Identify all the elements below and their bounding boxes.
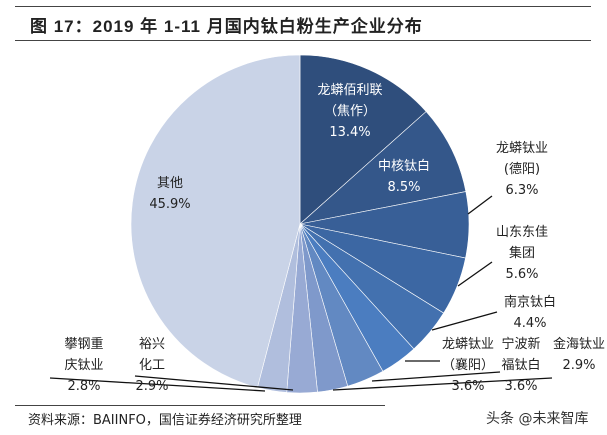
slice-label: 金海钛业 2.9% (553, 334, 605, 376)
slice-label: 中核钛白 8.5% (378, 156, 430, 198)
slice-label-name: 中核钛白 (377, 159, 431, 174)
slice-value-label: 45.9% (149, 197, 191, 212)
source-note: 资料来源：BAIINFO，国信证券经济研究所整理 (28, 413, 302, 428)
pie-slice (298, 111, 467, 225)
slice-label-name: (德阳) (503, 162, 541, 177)
slice-value-label: 6.3% (505, 183, 539, 198)
slice-value-label: 5.6% (505, 267, 539, 282)
slice-label-name: 集团 (508, 246, 536, 261)
leader-line (134, 375, 294, 391)
slice-value-label: 8.5% (387, 180, 421, 195)
leader-line (49, 377, 266, 392)
slice-value-label: 2.8% (67, 379, 101, 394)
slice-label-name: 龙蟒钛业 (441, 337, 495, 352)
slice-value-label: 3.6% (451, 379, 485, 394)
slice-label: 裕兴化工 2.9% (135, 334, 168, 397)
slice-label-name: 南京钛白 (503, 295, 557, 310)
slice-label-name: （襄阳） (441, 358, 495, 373)
slice-label: 攀钢重庆钛业 2.8% (64, 334, 103, 397)
pie-slice (299, 54, 427, 225)
slice-label: 龙蟒佰利联 （焦作） 13.4% (317, 80, 382, 143)
top-rule (15, 6, 591, 7)
leader-line (431, 311, 498, 331)
slice-label-name: 福钛白 (501, 358, 541, 373)
pie-slice (130, 54, 301, 388)
slice-label-name: 山东东佳 (495, 225, 549, 240)
watermark: 头条 @未来智库 (486, 411, 589, 427)
slice-label: 龙蟒钛业 （襄阳） 3.6% (442, 334, 494, 397)
title-rule (15, 40, 591, 41)
chart-title: 图 17：2019 年 1-11 月国内钛白粉生产企业分布 (30, 17, 423, 36)
leader-line (467, 195, 493, 215)
leader-line (332, 377, 553, 391)
slice-value-label: 2.9% (562, 358, 596, 373)
leader-lines (49, 195, 553, 392)
slice-label: 龙蟒钛业 (德阳) 6.3% (496, 138, 548, 201)
slice-label-name: 攀钢重 (64, 337, 104, 352)
slice-label: 南京钛白 4.4% (504, 292, 556, 334)
slice-label-name: （焦作） (323, 104, 377, 119)
slice-label: 宁波新福钛白 3.6% (501, 334, 540, 397)
slice-label: 山东东佳集团 5.6% (496, 222, 548, 285)
slice-label-name: 庆钛业 (64, 358, 104, 373)
slice-label-name: 其他 (156, 176, 183, 191)
slice-label-name: 化工 (138, 358, 165, 373)
slice-value-label: 2.9% (135, 379, 169, 394)
slice-value-label: 4.4% (513, 316, 547, 331)
slice-value-label: 13.4% (329, 125, 371, 140)
leader-line (457, 261, 493, 287)
slice-label-name: 龙蟒佰利联 (317, 83, 383, 98)
slice-label-name: 宁波新 (501, 337, 541, 352)
leader-line (371, 371, 501, 382)
slice-label-name: 龙蟒钛业 (495, 141, 549, 156)
slice-label-name: 金海钛业 (552, 337, 606, 352)
slice-value-label: 3.6% (504, 379, 538, 394)
source-rule (15, 405, 385, 406)
slice-label-name: 裕兴 (138, 337, 165, 352)
slice-label: 其他 45.9% (149, 173, 190, 215)
